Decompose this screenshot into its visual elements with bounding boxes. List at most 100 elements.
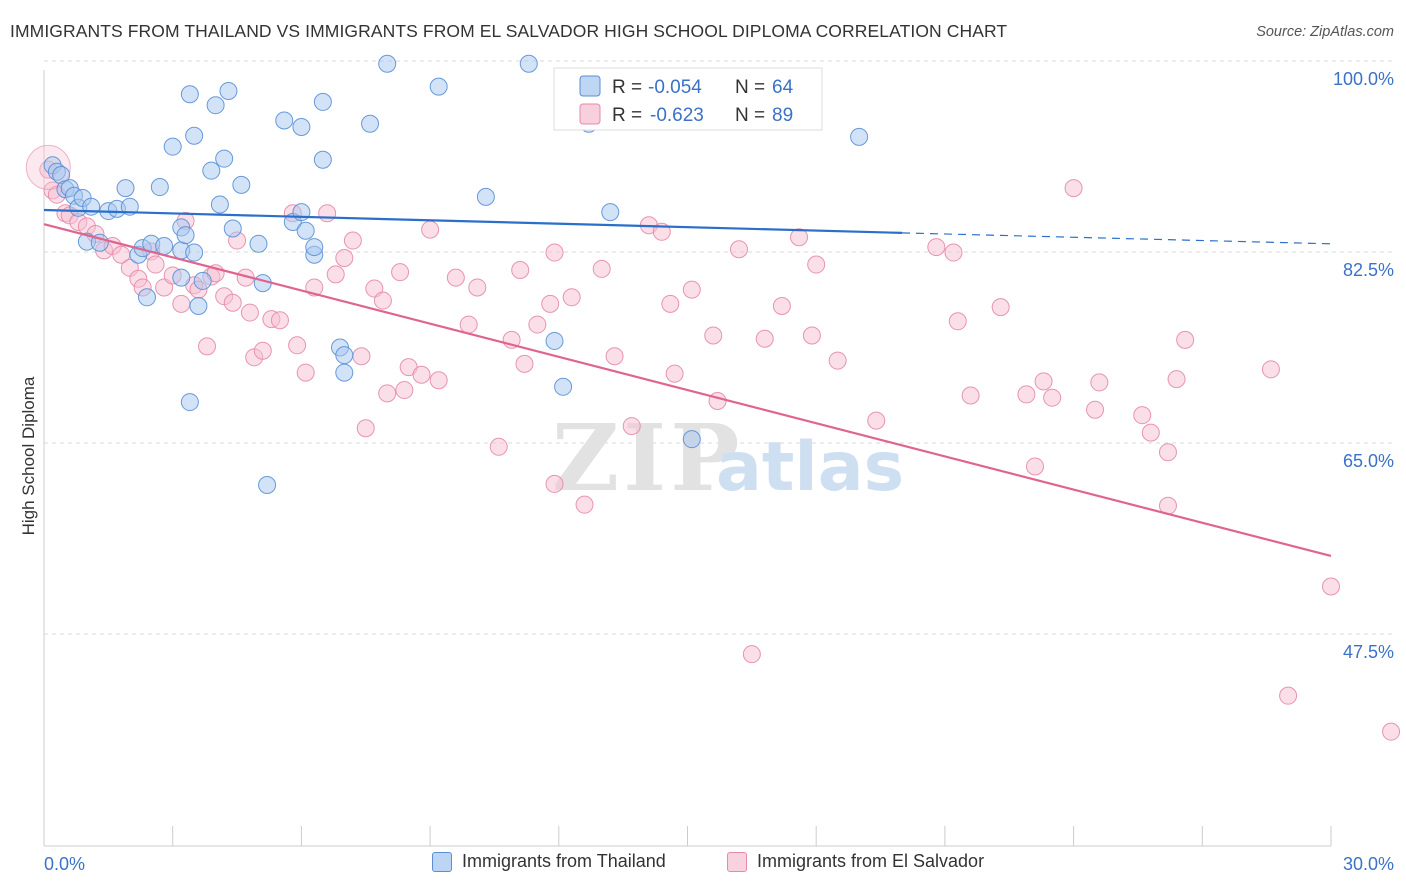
elsalvador-point — [961, 386, 980, 405]
elsalvador-point — [489, 437, 508, 456]
legend-elsalvador-swatch — [579, 103, 601, 125]
elsalvador-trend-line — [43, 223, 1332, 558]
thailand-point — [82, 197, 101, 216]
elsalvador-point — [545, 474, 564, 493]
thailand-point — [219, 82, 238, 101]
thailand-point — [476, 187, 495, 206]
elsalvador-point — [326, 265, 345, 284]
thailand-point — [313, 150, 332, 169]
legend-label-thailand: Immigrants from Thailand — [462, 851, 666, 871]
legend-thailand-swatch — [579, 75, 601, 97]
legend-thailand-r-label: R = — [612, 77, 647, 98]
thailand-point — [361, 114, 380, 133]
elsalvador-point — [704, 326, 723, 345]
elsalvador-point — [755, 329, 774, 348]
elsalvador-point — [270, 311, 289, 330]
legend-thailand-r-value: -0.054 — [648, 77, 702, 98]
legend-item-elsalvador: Immigrants from El Salvador — [727, 851, 984, 872]
thailand-trend-line — [43, 208, 903, 234]
y-tick-label: 82.5% — [1343, 260, 1394, 280]
y-tick-label: 100.0% — [1333, 69, 1394, 89]
thailand-point — [210, 195, 229, 214]
elsalvador-point — [318, 204, 337, 223]
thailand-point — [116, 179, 135, 198]
thailand-point — [193, 271, 212, 290]
elsalvador-point — [729, 240, 748, 259]
thailand-point — [223, 219, 242, 238]
watermark-atlas: atlas — [716, 428, 904, 507]
elsalvador-point — [708, 391, 727, 410]
elsalvador-point — [605, 347, 624, 366]
thailand-point — [296, 221, 315, 240]
thailand-point — [185, 243, 204, 262]
elsalvador-point — [948, 312, 967, 331]
elsalvador-point — [1133, 406, 1152, 425]
thailand-point — [180, 85, 199, 104]
thailand-point — [176, 226, 195, 245]
elsalvador-point — [429, 371, 448, 390]
elsalvador-point — [807, 255, 826, 274]
elsalvador-point — [1017, 385, 1036, 404]
elsalvador-point — [1261, 360, 1280, 379]
thailand-point — [429, 77, 448, 96]
elsalvador-point — [1090, 373, 1109, 392]
thailand-point — [378, 54, 397, 73]
elsalvador-point — [802, 326, 821, 345]
x-ticks — [43, 826, 1332, 846]
elsalvador-point — [1025, 457, 1044, 476]
elsalvador-point — [335, 248, 354, 267]
thailand-point — [249, 234, 268, 253]
elsalvador-point — [146, 255, 165, 274]
y-tick-label: 65.0% — [1343, 451, 1394, 471]
thailand-point — [313, 92, 332, 111]
x-tick-label-max: 30.0% — [1343, 854, 1394, 874]
thailand-points — [43, 54, 869, 495]
thailand-point — [335, 346, 354, 365]
elsalvador-point — [459, 315, 478, 334]
legend-elsalvador-r-label: R = — [612, 105, 647, 126]
correlation-legend: R = -0.054 N = 64 R = -0.623 N = 89 — [553, 67, 823, 131]
elsalvador-point — [562, 288, 581, 307]
elsalvador-point — [665, 364, 684, 383]
elsalvador-point — [1141, 423, 1160, 442]
thailand-point — [206, 96, 225, 115]
elsalvador-point — [446, 268, 465, 287]
elsalvador-points — [25, 144, 1401, 741]
elsalvador-point — [742, 645, 761, 664]
legend-elsalvador-r-value: -0.623 — [650, 105, 704, 126]
elsalvador-point — [622, 417, 641, 436]
thailand-point — [189, 297, 208, 316]
thailand-point — [163, 137, 182, 156]
elsalvador-point — [1086, 400, 1105, 419]
elsalvador-point — [1043, 388, 1062, 407]
elsalvador-point — [1064, 179, 1083, 198]
elsalvador-point — [288, 336, 307, 355]
elsalvador-point — [772, 297, 791, 316]
thailand-point — [682, 430, 701, 449]
elsalvador-point — [1167, 370, 1186, 389]
thailand-point — [232, 175, 251, 194]
elsalvador-point — [991, 298, 1010, 317]
thailand-point — [155, 236, 174, 255]
chart-title: IMMIGRANTS FROM THAILAND VS IMMIGRANTS F… — [10, 21, 1008, 41]
series-legend: Immigrants from Thailand Immigrants from… — [0, 851, 1406, 877]
thailand-point — [120, 197, 139, 216]
thailand-point — [275, 111, 294, 130]
elsalvador-point — [253, 341, 272, 360]
thailand-point — [258, 476, 277, 495]
elsalvador-point — [515, 354, 534, 373]
elsalvador-point — [682, 280, 701, 299]
elsalvador-point — [395, 381, 414, 400]
legend-thailand-n-value: 64 — [772, 77, 794, 98]
y-tick-labels: 47.5% 65.0% 82.5% 100.0% — [1333, 69, 1394, 662]
gridlines — [44, 60, 1394, 635]
thailand-point — [335, 363, 354, 382]
thailand-point — [545, 331, 564, 350]
elsalvador-point — [790, 228, 809, 247]
thailand-point — [202, 161, 221, 180]
elsalvador-point — [240, 303, 259, 322]
elsalvador-point — [172, 294, 191, 313]
elsalvador-point — [1176, 330, 1195, 349]
legend-swatch-thailand — [432, 851, 452, 872]
